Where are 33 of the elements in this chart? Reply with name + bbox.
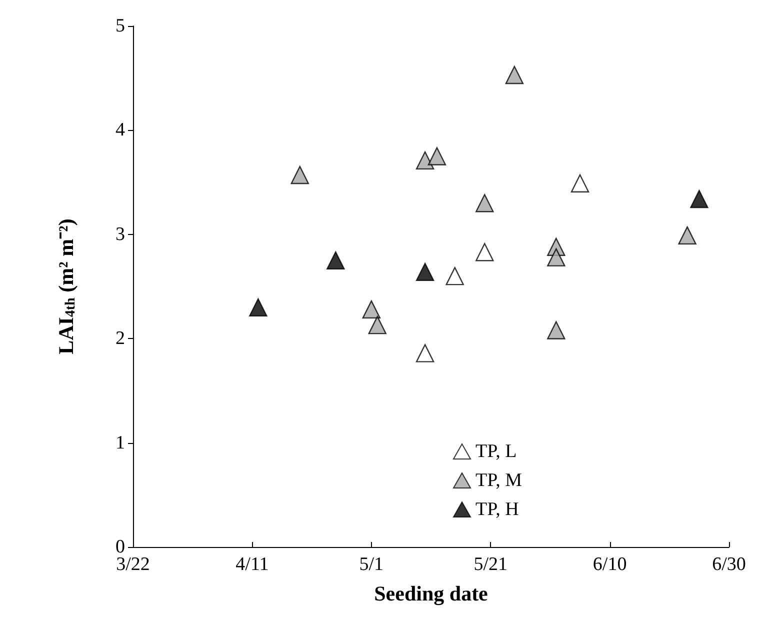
point (428, 147, 446, 166)
y-tick-label: 1 (116, 432, 125, 454)
point (249, 298, 268, 316)
legend-label: TP, M (476, 470, 522, 491)
point (678, 226, 696, 245)
legend-label: TP, L (476, 441, 517, 462)
point (290, 166, 309, 184)
x-tick-label: 5/1 (359, 554, 384, 575)
point (416, 344, 434, 362)
point (505, 66, 524, 84)
point (690, 190, 708, 208)
x-tick-label: 5/21 (474, 554, 508, 575)
point (368, 316, 386, 334)
y-tick-label: 3 (116, 224, 125, 245)
x-tick-label: 4/11 (236, 554, 269, 575)
point (547, 248, 566, 266)
point (446, 266, 464, 286)
legend-label: TP, H (476, 499, 520, 520)
point (416, 151, 434, 170)
point (476, 194, 494, 212)
point (416, 262, 434, 282)
y-tick-label: 4 (116, 120, 126, 141)
x-axis-title: Seeding date (374, 582, 488, 606)
point (570, 174, 590, 192)
point (476, 243, 494, 262)
y-tick-label: 2 (116, 328, 125, 350)
x-tick-label: 6/10 (592, 554, 627, 575)
point (326, 251, 345, 270)
x-tick-label: 6/30 (712, 554, 746, 575)
y-tick-label: 5 (116, 16, 125, 36)
point (362, 300, 380, 319)
point (547, 321, 566, 340)
y-axis-title: LAI4th (m² m⁻²) (54, 218, 78, 354)
